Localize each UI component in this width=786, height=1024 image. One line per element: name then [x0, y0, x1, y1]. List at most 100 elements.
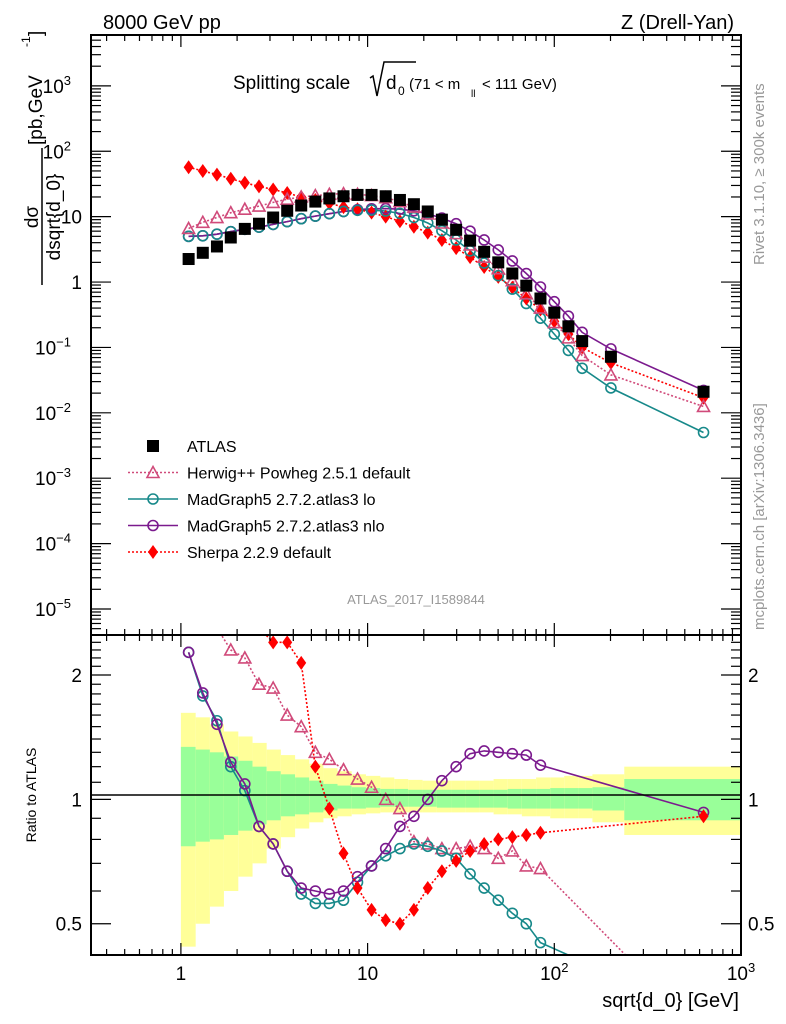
data-point [504, 272, 520, 287]
legend-label: ATLAS [187, 439, 237, 456]
ylabel-denominator: dsqrt{d_0} [44, 174, 65, 261]
series-line [188, 207, 704, 392]
ratio-point [310, 759, 321, 774]
data-point [267, 211, 280, 224]
data-point [295, 212, 308, 225]
ratio-plot-frame [90, 634, 742, 956]
data-point [422, 225, 433, 240]
ratio-point [394, 842, 406, 855]
legend-marker [147, 440, 159, 452]
band-inner [351, 787, 366, 809]
data-point [533, 300, 548, 314]
ratio-point [436, 845, 448, 857]
ratio-point [380, 913, 391, 928]
data-point [603, 367, 619, 381]
ratio-point [366, 902, 377, 917]
band-inner [465, 789, 480, 808]
ratio-point [352, 881, 363, 896]
data-point [211, 167, 222, 182]
data-point [223, 205, 239, 219]
data-point [506, 255, 519, 267]
data-point [351, 204, 364, 217]
band-inner [592, 787, 625, 811]
ylabel-unit-exp: -1 [19, 36, 33, 47]
ratio-point [436, 864, 447, 879]
ratio-point [254, 621, 264, 635]
y-tick-label: 10−1 [35, 334, 71, 359]
data-point [238, 222, 251, 235]
data-point [546, 314, 562, 329]
ratio-point [240, 608, 250, 622]
data-point [465, 250, 476, 265]
ratio-point [406, 833, 422, 848]
data-point [478, 257, 490, 269]
main-y-axis-label: dσ dsqrt{d_0} [pb,GeV -1 ] [19, 31, 65, 285]
series-line [188, 166, 704, 399]
ratio-point [408, 838, 420, 850]
ratio-point [336, 762, 351, 776]
data-point [518, 286, 534, 300]
y-tick-label: 10−4 [35, 531, 71, 556]
ratio-point [450, 760, 462, 773]
ratio-point [251, 676, 267, 691]
ratio-point [465, 843, 476, 858]
data-point [436, 232, 447, 247]
band-inner [521, 788, 537, 809]
band-inner [507, 788, 522, 809]
data-point [379, 190, 392, 203]
data-point [605, 382, 617, 394]
ratio-point [338, 846, 349, 861]
band-inner [479, 789, 494, 808]
band-inner [408, 789, 423, 807]
data-point [464, 234, 477, 247]
ratio-point [296, 655, 307, 670]
ratio-point [698, 809, 709, 824]
ratio-point [226, 595, 236, 609]
data-point [253, 179, 264, 194]
ylabel-unit: [pb,GeV [26, 75, 47, 145]
data-point [534, 292, 547, 305]
ratio-point [520, 917, 533, 930]
title-sub2: ll [471, 89, 475, 100]
ratio-point [476, 840, 492, 855]
ratio-point [350, 771, 365, 785]
data-point [421, 205, 434, 218]
x-tick-label: 1 [176, 964, 187, 985]
ratio-y-tick-label-right: 0.5 [748, 915, 774, 936]
data-point [181, 220, 196, 235]
ratio-point [378, 791, 394, 806]
legend-marker [148, 545, 158, 559]
ratio-point [506, 907, 519, 920]
data-point [435, 213, 448, 226]
data-point [323, 207, 336, 220]
ratio-point [394, 916, 405, 931]
data-point [197, 163, 208, 178]
band-inner [180, 746, 196, 847]
data-point [210, 240, 223, 253]
data-point [604, 350, 617, 363]
data-point [562, 344, 575, 357]
ratio-point [520, 749, 533, 761]
ratio-point [198, 568, 208, 582]
ratio-point [436, 774, 448, 787]
ratio-point [451, 853, 462, 868]
band-inner [564, 788, 579, 809]
data-point [295, 199, 308, 212]
ratio-point [267, 838, 279, 850]
ratio-point [490, 850, 506, 865]
band-inner [436, 789, 452, 808]
ratio-y-tick-label: 2 [71, 666, 82, 687]
ratio-y-tick-label-right: 1 [748, 790, 759, 811]
data-point [196, 229, 209, 242]
data-point [281, 204, 294, 217]
data-point [436, 224, 448, 237]
ratio-point [253, 820, 265, 833]
ratio-point [224, 756, 237, 769]
data-point [407, 198, 420, 211]
series-line [188, 209, 704, 434]
axes-ticks: 1 10 102 10310310210110−110−210−310−410−50.… [35, 34, 774, 985]
ratio-y-tick-label: 1 [71, 790, 82, 811]
legend-label: Sherpa 2.2.9 default [187, 545, 332, 562]
legend-item: Sherpa 2.2.9 default [128, 545, 332, 562]
